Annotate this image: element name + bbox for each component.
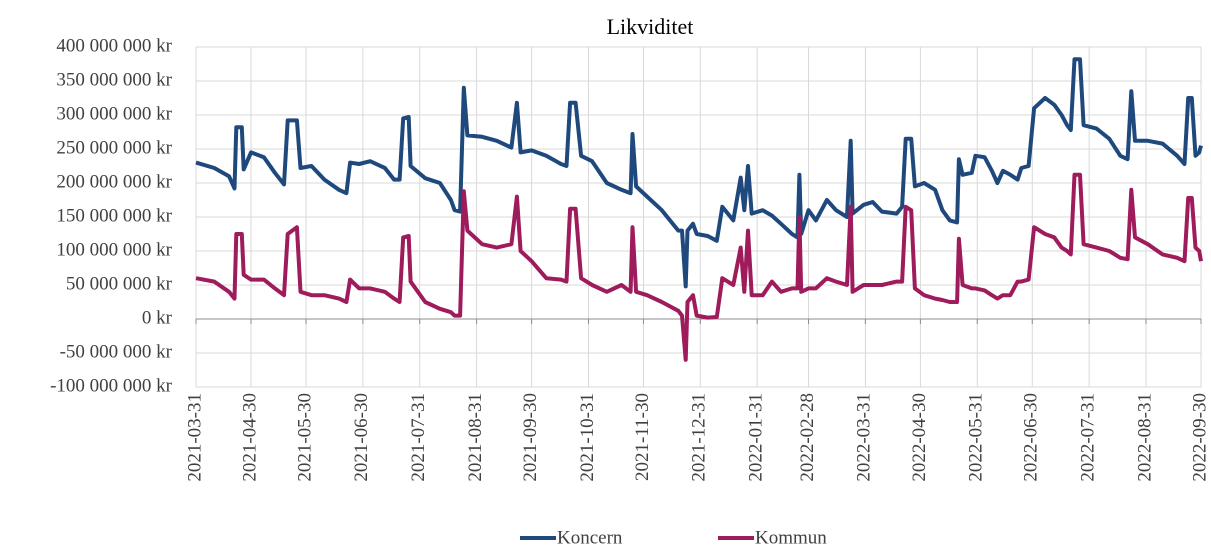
y-tick-label: 300 000 000 kr	[56, 103, 172, 124]
y-tick-label: 400 000 000 kr	[56, 35, 172, 56]
x-tick-label: 2022-07-31	[1077, 393, 1098, 482]
x-tick-label: 2021-06-30	[351, 393, 372, 482]
y-tick-label: -50 000 000 kr	[60, 341, 173, 362]
x-tick-label: 2021-05-30	[294, 393, 315, 482]
x-tick-label: 2021-11-30	[632, 393, 653, 481]
line-series	[195, 172, 1203, 362]
legend-label: Kommun	[755, 527, 827, 548]
y-tick-label: 150 000 000 kr	[56, 205, 172, 226]
y-tick-label: -100 000 000 kr	[50, 375, 173, 396]
y-tick-label: 250 000 000 kr	[56, 137, 172, 158]
x-tick-label: 2022-08-31	[1134, 393, 1155, 482]
y-tick-label: 100 000 000 kr	[56, 239, 172, 260]
x-tick-label: 2021-08-31	[465, 393, 486, 482]
x-tick-label: 2022-05-31	[966, 393, 987, 482]
x-tick-label: 2022-03-31	[854, 393, 875, 482]
line-series	[195, 57, 1203, 289]
x-tick-label: 2021-04-30	[239, 393, 260, 482]
y-tick-label: 350 000 000 kr	[56, 69, 172, 90]
x-tick-label: 2021-07-31	[408, 393, 429, 482]
x-tick-label: 2022-04-30	[909, 393, 930, 482]
x-tick-label: 2022-02-28	[797, 393, 818, 482]
y-tick-label: 50 000 000 kr	[66, 273, 173, 294]
x-tick-label: 2021-09-30	[520, 393, 541, 482]
x-tick-label: 2022-06-30	[1021, 393, 1042, 482]
legend-label: Koncern	[557, 527, 623, 548]
x-tick-label: 2021-10-31	[577, 393, 598, 482]
x-tick-label: 2021-03-31	[184, 393, 205, 482]
x-tick-label: 2022-09-30	[1189, 393, 1210, 482]
chart-title: Likviditet	[607, 14, 694, 39]
x-tick-label: 2021-12-31	[689, 393, 710, 482]
x-tick-label: 2022-01-31	[746, 393, 767, 482]
y-tick-label: 200 000 000 kr	[56, 171, 172, 192]
y-tick-label: 0 kr	[142, 307, 173, 328]
